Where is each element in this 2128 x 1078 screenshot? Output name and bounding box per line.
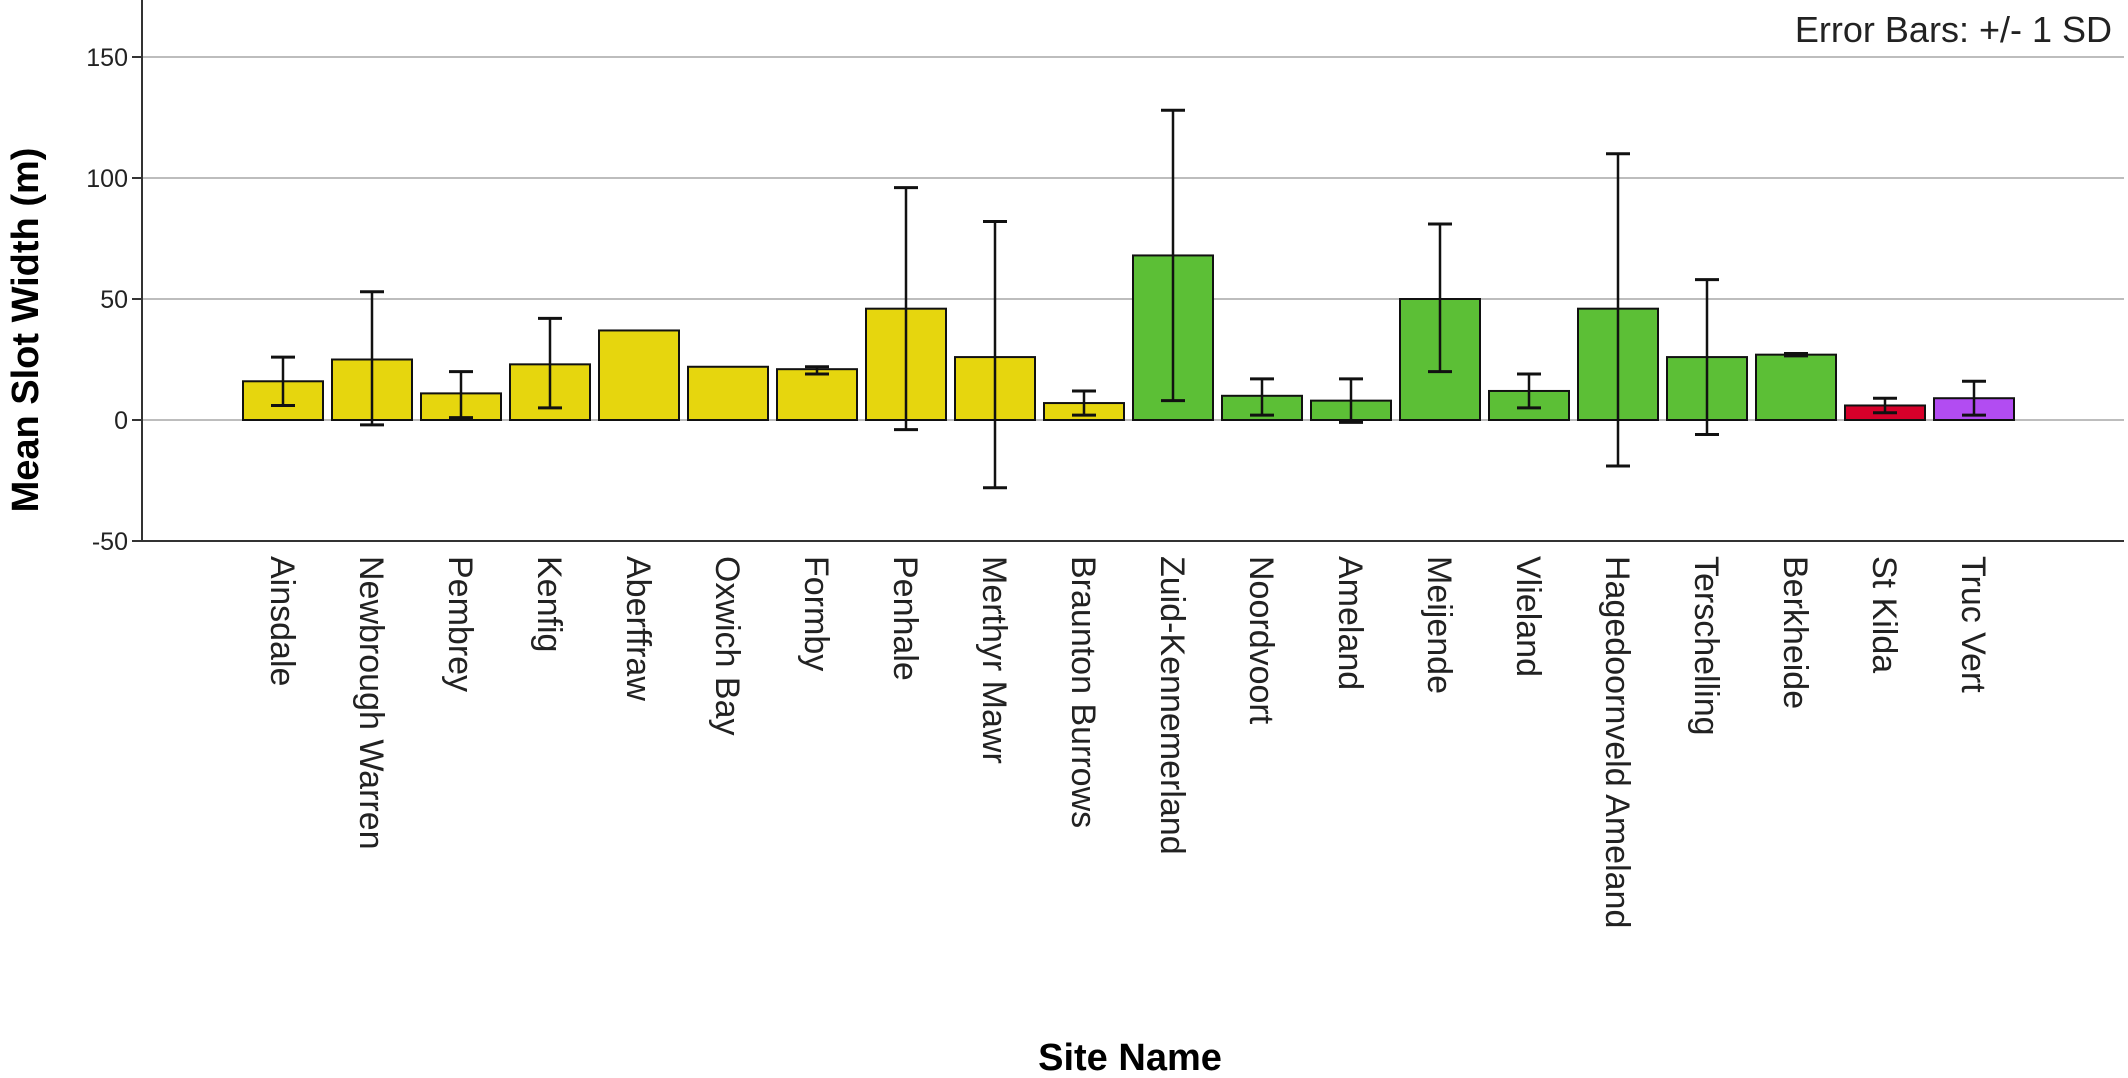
y-tick-label: 50 (100, 286, 128, 314)
y-tick-label: -50 (92, 528, 128, 556)
error-bars-note: Error Bars: +/- 1 SD (1795, 9, 2112, 50)
y-tick-label: 0 (114, 407, 128, 435)
bar (1755, 353, 1837, 421)
x-tick-label: Pembrey (441, 556, 479, 692)
x-tick-label: Penhale (886, 556, 924, 681)
x-tick-label: Newbrough Warren (352, 556, 390, 850)
x-tick-label: Meijende (1420, 556, 1458, 694)
x-tick-label: Formby (797, 556, 835, 671)
x-tick-label: Kenfig (530, 556, 568, 652)
bar (776, 368, 858, 421)
x-tick-label: Vlieland (1509, 556, 1547, 677)
bar (598, 329, 680, 421)
y-axis: -50 0 50 100 150 (86, 0, 143, 556)
x-tick-label: Terschelling (1687, 556, 1725, 736)
x-tick-label: Braunton Burrows (1064, 556, 1102, 828)
x-tick-label: Noordvoort (1242, 556, 1280, 725)
x-tick-label: Oxwich Bay (708, 556, 746, 736)
y-tick-label: 100 (86, 165, 128, 193)
bar (687, 365, 769, 422)
x-tick-label: St Kilda (1865, 556, 1903, 673)
x-tick-label: Ainsdale (263, 556, 301, 686)
x-tick-label: Hagedoornveld Ameland (1598, 556, 1636, 928)
x-tick-label: Aberffraw (619, 556, 657, 701)
x-tick-label: Berkheide (1776, 556, 1814, 709)
x-tick-label: Zuid-Kennemerland (1153, 556, 1191, 855)
x-tick-label: Merthyr Mawr (975, 556, 1013, 764)
x-axis: Ainsdale Newbrough Warren Pembrey Kenfig Abe… (142, 540, 2124, 928)
x-axis-title: Site Name (1038, 1037, 1222, 1078)
error-bars (271, 108, 1986, 490)
x-tick-label: Ameland (1331, 556, 1369, 690)
x-tick-label: Truc Vert (1954, 556, 1992, 693)
y-tick-label: 150 (86, 44, 128, 72)
y-axis-title: Mean Slot Width (m) (5, 148, 47, 513)
bars (242, 254, 2015, 422)
